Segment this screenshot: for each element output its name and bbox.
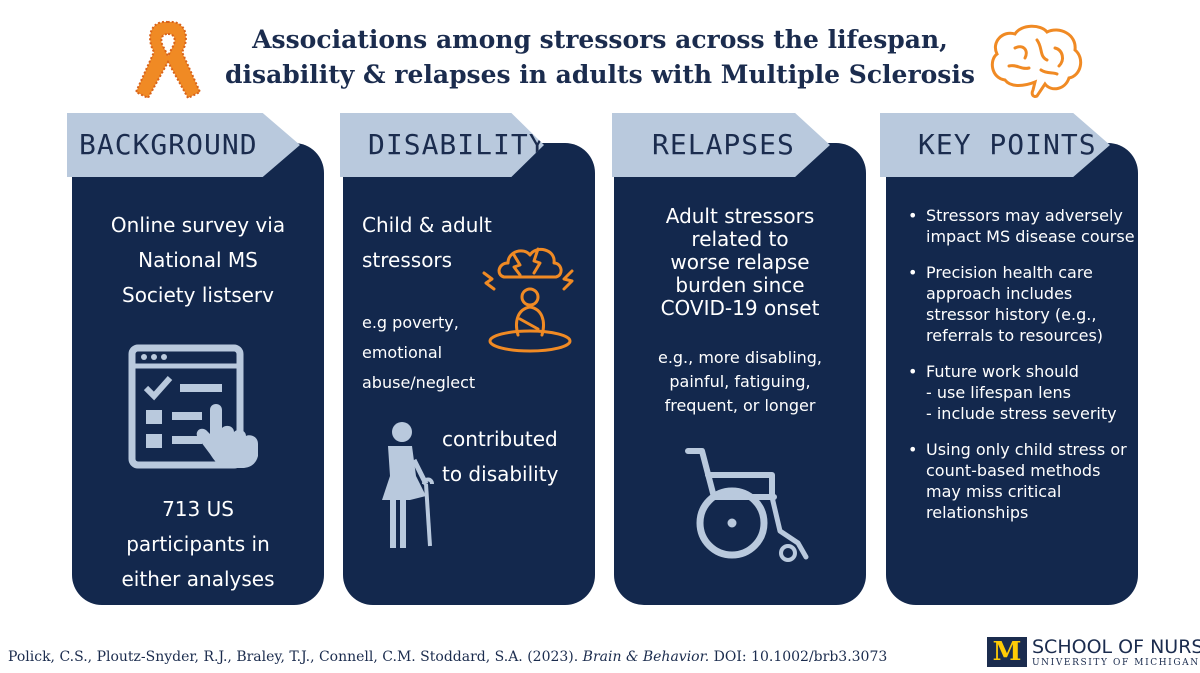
list-item: Precision health care approach includes … [904,262,1140,346]
relapses-examples: e.g., more disabling, painful, fatiguing… [657,348,823,415]
disability-tab: DISABILITY [340,113,544,177]
participants-text: 713 US participants in either analyses [121,497,275,591]
background-tab: BACKGROUND [67,113,300,177]
university-logo-mark: M [987,637,1027,667]
university-name: UNIVERSITY OF MICHIGAN [1032,658,1200,668]
disability-examples: e.g poverty, emotional abuse/neglect [362,313,476,392]
relapses-panel [614,143,866,605]
background-panel [72,143,324,605]
key-points-tab: KEY POINTS [880,113,1110,177]
page-title: Associations among stressors across the … [200,22,1000,92]
contributed-text: contributed to disability [442,427,559,486]
relapses-tab: RELAPSES [612,113,830,177]
stressed-person-icon [482,247,574,353]
list-item: Using only child stress or count-based m… [904,439,1140,523]
list-item: Stressors may adversely impact MS diseas… [904,205,1140,247]
school-name: SCHOOL OF NURSING [1032,636,1200,658]
title-line-2: disability & relapses in adults with Mul… [225,60,975,89]
survey-text: Online survey via National MS Society li… [110,213,286,307]
relapses-text: Adult stressors related to worse relapse… [660,204,820,320]
wheelchair-icon [685,448,809,562]
disability-panel [343,143,595,605]
brain-icon [990,24,1083,98]
stressors-text: Child & adult stressors [362,213,492,272]
awareness-ribbon-icon [134,20,202,100]
survey-tablet-icon [128,344,258,469]
elderly-woman-cane-icon [382,422,434,548]
citation: Polick, C.S., Ploutz-Snyder, R.J., Brale… [8,649,888,665]
key-points-list: Stressors may adversely impact MS diseas… [904,205,1140,538]
title-line-1: Associations among stressors across the … [252,25,948,54]
list-item: Future work should - use lifespan lens -… [904,361,1140,424]
